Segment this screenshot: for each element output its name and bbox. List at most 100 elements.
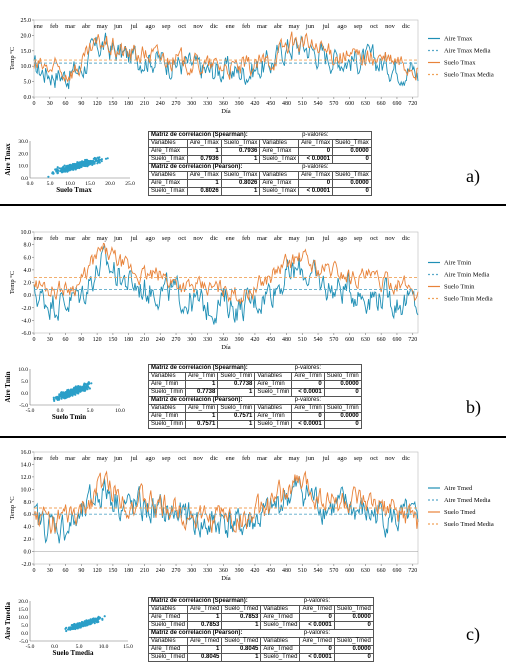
table-cell: < 0.0001 xyxy=(299,621,335,630)
table-row: Variables Aire_Tmin Suelo_Tmin Variables Air… xyxy=(147,372,362,381)
y-tick-label: 5.0 xyxy=(24,80,32,86)
month-label: jun xyxy=(305,23,315,30)
table-row: Matriz de correlación (Pearson): p-valore… xyxy=(147,396,362,405)
scatter-point xyxy=(100,160,103,163)
x-tick-label: 120 xyxy=(93,337,102,343)
month-label: jun xyxy=(113,455,123,462)
month-label: ago xyxy=(145,23,154,30)
x-tick-label: 60 xyxy=(63,101,69,107)
x-tick-label: 0 xyxy=(33,337,36,343)
scatter-point xyxy=(54,168,57,171)
table-cell: 1 xyxy=(185,380,219,389)
table-cell: 0 xyxy=(298,179,334,188)
x-tick-label: 540 xyxy=(314,101,323,107)
table-cell: 0.7571 xyxy=(185,420,219,429)
y-tick-label: 10.0 xyxy=(21,230,32,236)
column-header: Aire_Tmin xyxy=(185,372,219,381)
table-cell: Suelo_Tmed xyxy=(147,621,189,630)
y-tick-label: 4.0 xyxy=(24,525,32,531)
table-cell: 0.0000 xyxy=(332,147,372,156)
scatter-point xyxy=(61,166,64,169)
x-tick-label: 420 xyxy=(250,568,259,574)
scatter-x-tick-label: 20.0 xyxy=(105,181,115,187)
scatter-point xyxy=(67,167,70,171)
table-cell: Suelo_Tmed xyxy=(147,653,189,662)
column-header: Aire_Tmin xyxy=(185,404,219,413)
scatter-point xyxy=(69,628,72,631)
month-label: dic xyxy=(402,235,410,242)
column-header: Suelo_Tmax xyxy=(332,171,372,180)
month-label: oct xyxy=(178,455,186,462)
legend-label: Suelo Tmax xyxy=(444,60,476,67)
x-tick-label: 60 xyxy=(63,337,69,343)
table-cell: 0.8045 xyxy=(221,645,262,654)
y-tick-label: 4.0 xyxy=(24,268,32,274)
timeseries-chart: ene feb mar abr may jun jul ago sep oct nov dic ene f… xyxy=(9,18,494,115)
scatter-point xyxy=(83,621,86,624)
x-tick-label: 570 xyxy=(329,337,338,343)
x-tick-label: 570 xyxy=(329,101,338,107)
table-cell: Aire_Tmax xyxy=(259,147,300,156)
scatter-point xyxy=(62,169,65,172)
month-label: sep xyxy=(354,235,363,242)
scatter-point xyxy=(68,395,71,398)
table-cell: 0 xyxy=(333,653,374,662)
x-tick-label: 360 xyxy=(219,568,228,574)
x-tick-label: 90 xyxy=(78,101,84,107)
scatter-x-axis-label: Suelo Tmedia xyxy=(53,649,94,657)
scatter-point xyxy=(97,159,100,162)
month-label: abr xyxy=(82,455,91,462)
x-axis-label: Día xyxy=(221,344,231,351)
month-label: ago xyxy=(337,455,346,462)
x-tick-label: 690 xyxy=(392,568,401,574)
month-label: abr xyxy=(274,23,283,30)
scatter-point xyxy=(99,158,102,161)
month-label: sep xyxy=(354,23,363,30)
table-title: Matriz de correlación (Spearman): xyxy=(147,131,260,140)
table-cell: 1 xyxy=(187,645,223,654)
table-cell: 0.7936 xyxy=(220,147,261,156)
table-cell: 1 xyxy=(221,621,262,630)
table-cell: Suelo_Tmed xyxy=(260,653,301,662)
scatter-point xyxy=(66,165,69,168)
table-title: Matriz de correlación (Spearman): xyxy=(147,364,255,373)
month-label: feb xyxy=(242,455,250,462)
x-tick-label: 150 xyxy=(108,101,117,107)
month-label: jun xyxy=(305,235,315,242)
x-tick-label: 600 xyxy=(345,568,354,574)
table-row: Aire_Tmed 1 0.8045 Aire_Tmed 0 0.0000 xyxy=(147,645,374,654)
x-tick-label: 660 xyxy=(377,337,386,343)
scatter-y-tick-label: 20.0 xyxy=(18,599,28,605)
scatter-y-axis-label: Aire Tmax xyxy=(4,143,12,176)
scatter-point xyxy=(64,167,67,170)
scatter-point xyxy=(93,156,96,160)
scatter-point xyxy=(91,159,95,162)
table-title: p-valores: xyxy=(260,597,374,606)
table-cell: Suelo_Tmax xyxy=(148,187,188,196)
scatter-point xyxy=(64,627,67,631)
month-label: nov xyxy=(385,23,396,30)
column-header: Aire_Tmed xyxy=(187,637,223,646)
table-cell: 0.0000 xyxy=(323,412,362,421)
table-cell: Suelo_Tmin xyxy=(147,388,187,397)
month-label: ene xyxy=(34,23,43,30)
month-label: feb xyxy=(50,23,58,30)
scatter-chart: 0.0 5.0 10.0 15.0 20.0 25.0 0.0 10.0 20.0 30.0 Sue… xyxy=(4,139,135,194)
x-tick-label: 390 xyxy=(235,337,244,343)
table-cell: Aire_Tmed xyxy=(147,613,189,622)
table-cell: Suelo_Tmin xyxy=(147,420,187,429)
column-header: Suelo_Tmed xyxy=(333,637,374,646)
scatter-point xyxy=(66,393,69,396)
x-tick-label: 540 xyxy=(314,568,323,574)
y-tick-label: 0.0 xyxy=(24,550,32,556)
scatter-point xyxy=(58,167,61,170)
x-tick-label: 210 xyxy=(140,568,149,574)
legend-label: Suelo Tmed xyxy=(444,509,476,516)
month-label: nov xyxy=(193,235,204,242)
x-tick-label: 330 xyxy=(203,337,212,343)
scatter-point xyxy=(79,390,82,393)
timeseries-chart: ene feb mar abr may jun jul ago sep oct nov dic ene f… xyxy=(9,450,494,582)
table-cell: 1 xyxy=(221,653,262,662)
panel-letter: b) xyxy=(466,397,481,418)
table-row: Aire_Tmin 1 0.7738 Aire_Tmin 0 0.0000 xyxy=(147,380,362,389)
